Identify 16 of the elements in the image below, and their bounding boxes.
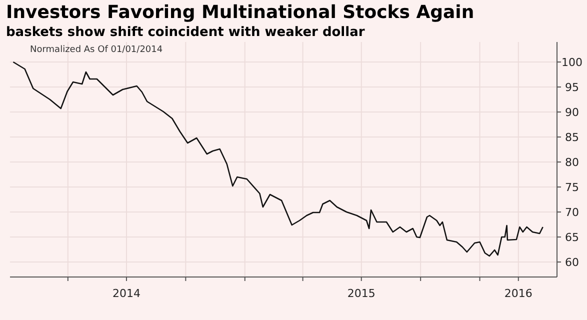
x-tick-label: 2014: [112, 287, 140, 300]
y-tick-label: 85: [565, 131, 579, 144]
y-tick-label: 75: [565, 181, 579, 194]
y-tick-label: 95: [565, 81, 579, 94]
line-series: [12, 61, 544, 257]
x-tick-label: 2016: [504, 287, 532, 300]
y-tick-label: 90: [565, 106, 579, 119]
y-tick-label: 70: [565, 206, 579, 219]
y-tick-label: 80: [565, 156, 579, 169]
annotation: Normalized As Of 01/01/2014: [30, 45, 163, 55]
chart-title: Investors Favoring Multinational Stocks Again: [6, 2, 474, 23]
y-tick-label: 60: [565, 256, 579, 269]
y-tick-label: 65: [565, 231, 579, 244]
y-tick-label: 100: [562, 56, 582, 69]
chart-subtitle: baskets show shift coincident with weaker dollar: [6, 25, 366, 40]
x-tick-label: 2015: [347, 287, 376, 300]
